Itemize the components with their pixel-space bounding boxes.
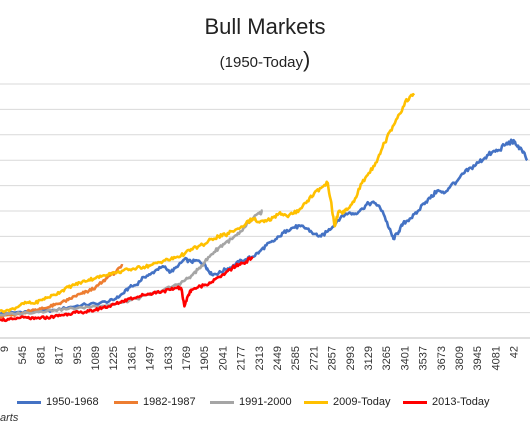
x-tick-label: 3265 [381, 346, 393, 370]
x-tick-label: 4081 [490, 346, 502, 370]
x-tick-label: 817 [54, 346, 66, 364]
x-tick-label: 2313 [254, 346, 266, 370]
x-tick-label: 3401 [399, 346, 411, 370]
x-tick-label: 1225 [108, 346, 120, 370]
x-tick-label: 3809 [454, 346, 466, 370]
x-tick-label: 2585 [290, 346, 302, 370]
x-tick-label: 9 [0, 346, 11, 352]
x-tick-label: 1089 [90, 346, 102, 370]
x-tick-label: 1769 [181, 346, 193, 370]
x-tick-label: 2857 [327, 346, 339, 370]
x-tick-label: 3673 [436, 346, 448, 370]
legend-item: 2013-Today [403, 396, 490, 408]
legend-label: 1991-2000 [239, 396, 292, 408]
x-tick-label: 2993 [345, 346, 357, 370]
source-note: arts [0, 412, 19, 424]
legend-swatch [210, 400, 234, 404]
x-tick-label: 2721 [308, 346, 320, 370]
legend-label: 1982-1987 [143, 396, 196, 408]
legend-item: 1950-1968 [17, 396, 99, 408]
legend-swatch [403, 400, 427, 404]
x-tick-label: 3537 [418, 346, 430, 370]
legend-label: 1950-1968 [46, 396, 99, 408]
chart-subtitle: (1950-Today) [0, 47, 530, 73]
chart-title: Bull Markets [204, 14, 326, 39]
x-tick-label: 3945 [472, 346, 484, 370]
chart-legend: 1950-1968 1982-1987 1991-2000 2009-Today 201… [0, 396, 530, 412]
x-tick-label: 2041 [217, 346, 229, 370]
legend-label: 2009-Today [333, 396, 391, 408]
x-tick-label: 681 [35, 346, 47, 364]
x-tick-label: 953 [72, 346, 84, 364]
x-tick-label: 1633 [163, 346, 175, 370]
legend-item: 2009-Today [304, 396, 391, 408]
series-line-2009-Today [0, 92, 416, 314]
legend-swatch [304, 400, 328, 404]
series-line-1991-2000 [0, 209, 264, 317]
legend-swatch [114, 400, 138, 404]
legend-item: 1982-1987 [114, 396, 196, 408]
x-tick-label: 2449 [272, 346, 284, 370]
chart-subtitle-paren: ) [303, 47, 311, 72]
x-tick-label: 3129 [363, 346, 375, 370]
x-tick-label: 1361 [126, 346, 138, 370]
chart-subtitle-text: (1950-Today [219, 54, 304, 71]
legend-swatch [17, 400, 41, 404]
legend-item: 1991-2000 [210, 396, 292, 408]
x-tick-label: 1905 [199, 346, 211, 370]
x-tick-label: 2177 [236, 346, 248, 370]
series-line-2013-Today [0, 255, 254, 323]
x-tick-label: 1497 [145, 346, 157, 370]
x-tick-label: 545 [17, 346, 29, 364]
series-line-1950-1968 [0, 138, 529, 316]
legend-label: 2013-Today [432, 396, 490, 408]
x-tick-label: 42 [509, 346, 521, 358]
